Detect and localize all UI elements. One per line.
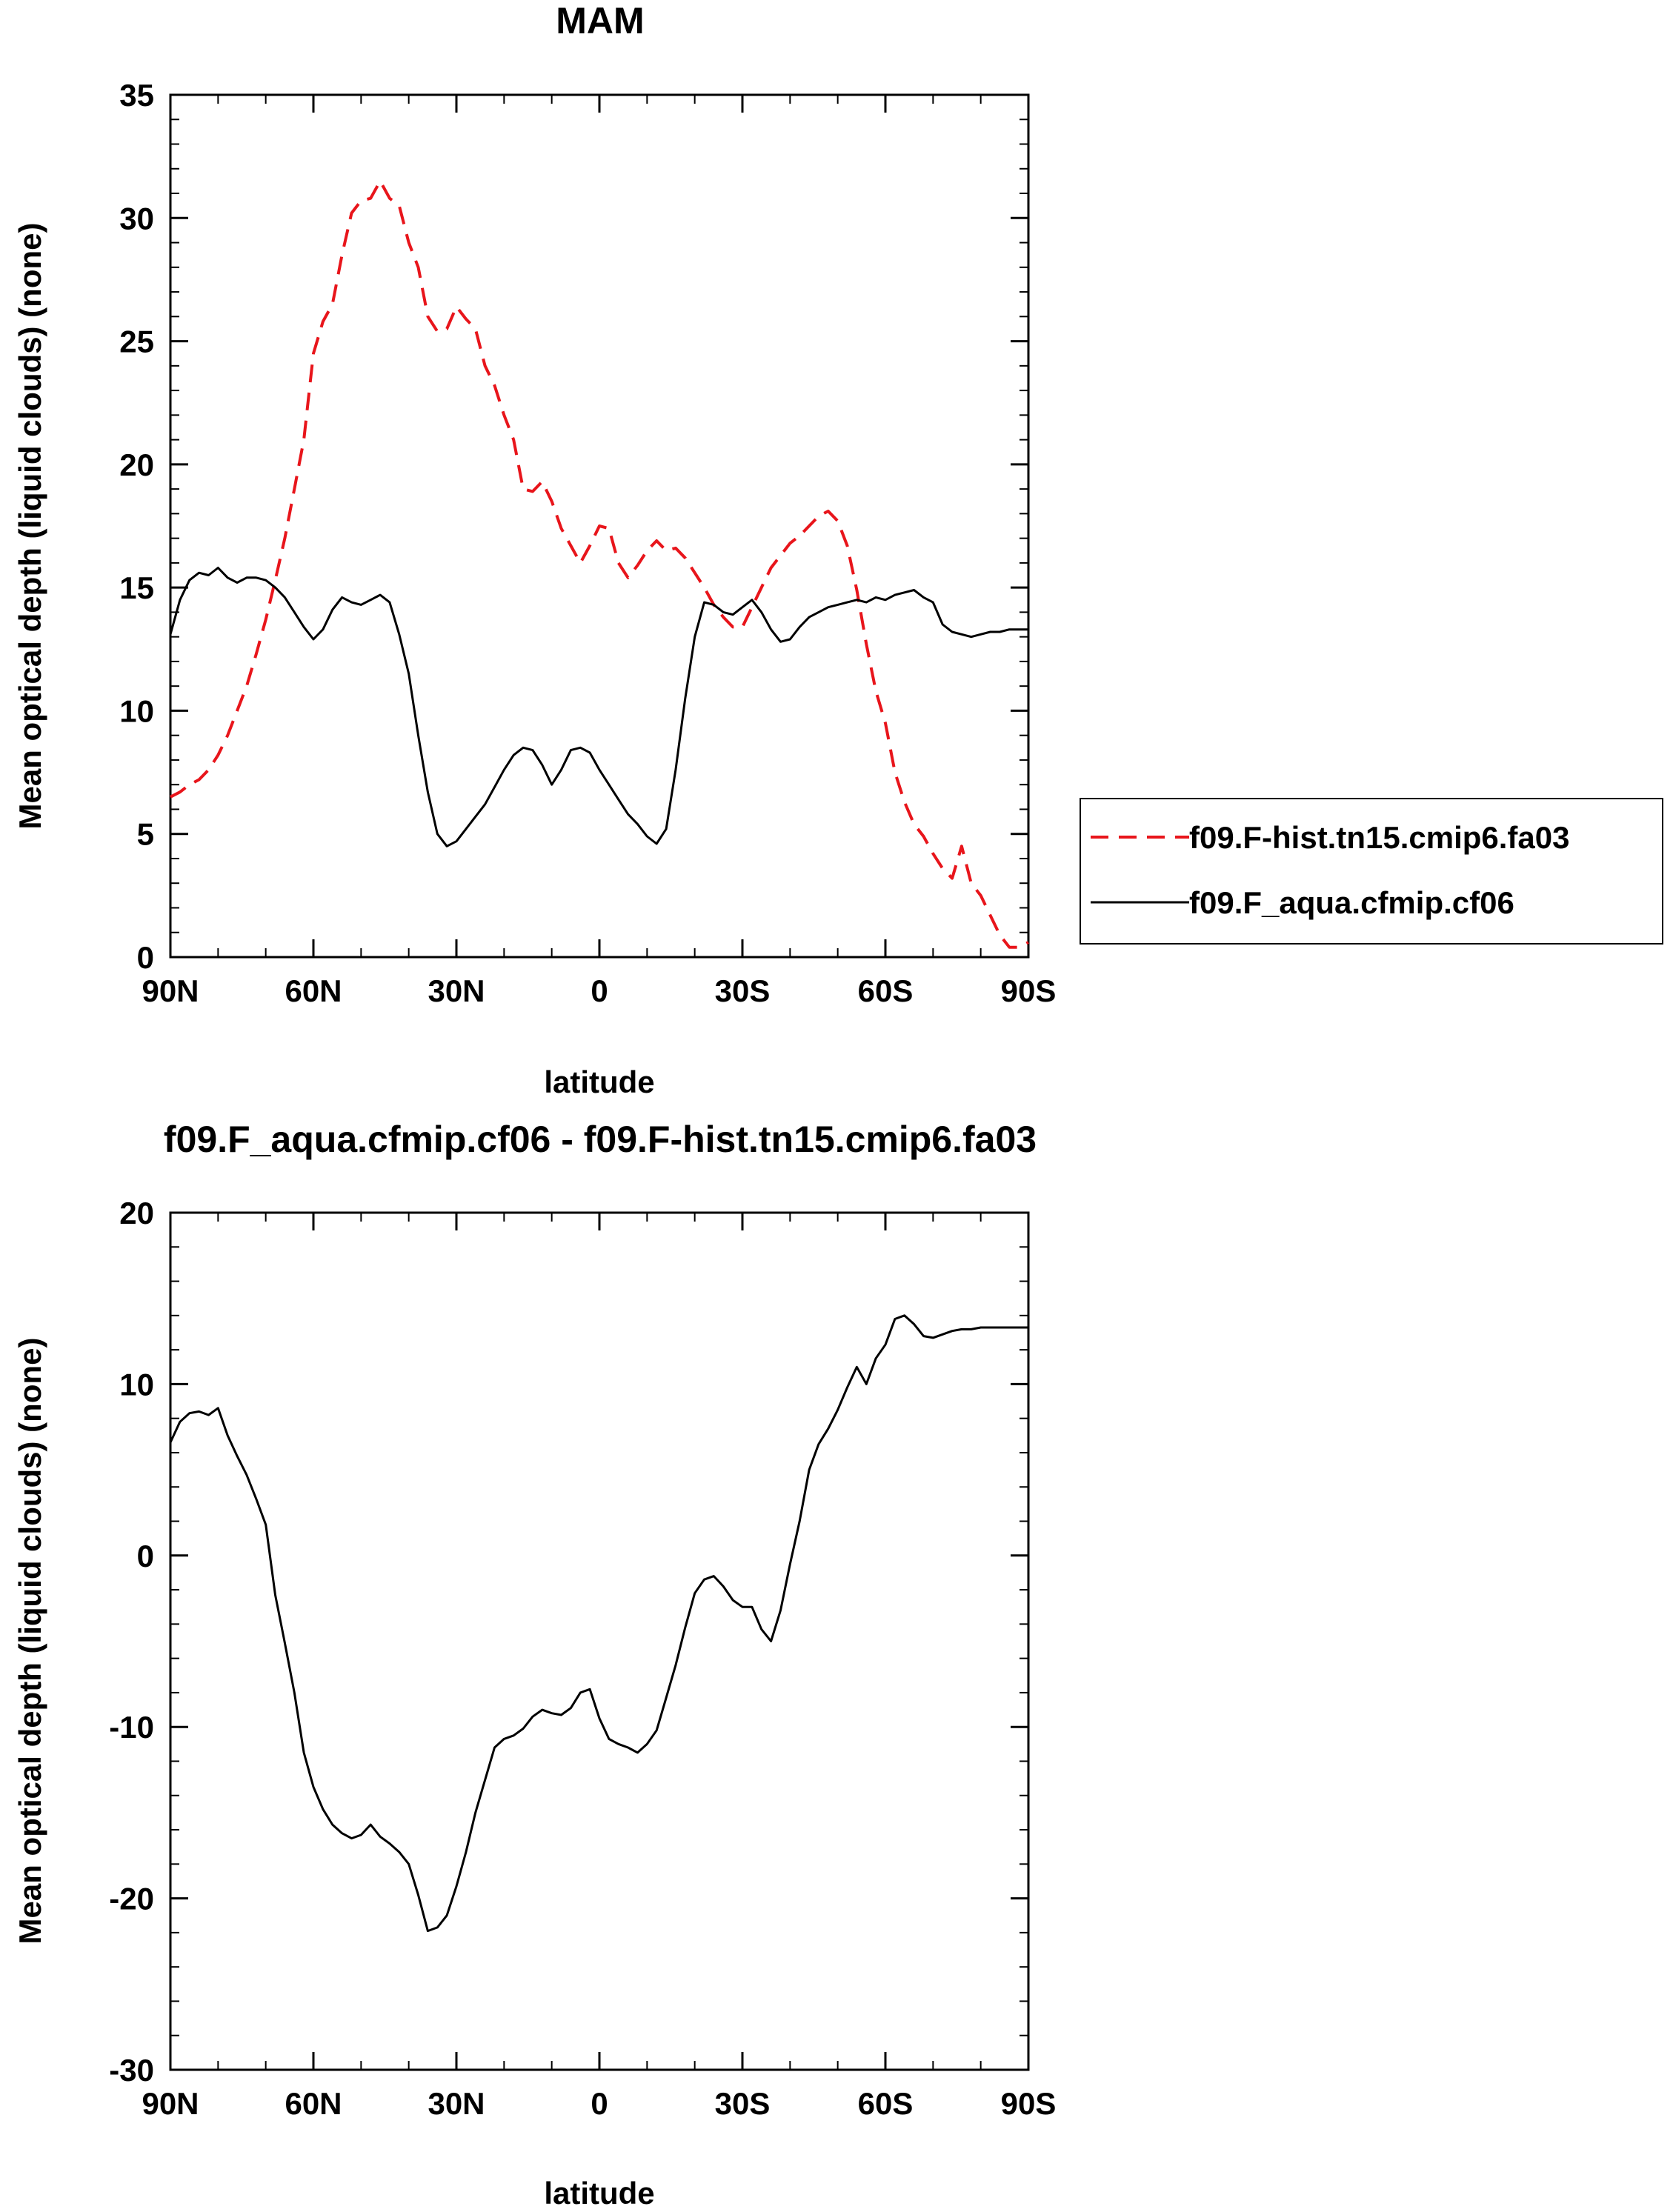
series-group-diff (169, 1314, 1028, 1933)
x-axis-label: latitude (544, 1065, 654, 1099)
axis-ticks: 90N 60N 30N 0 30S 60S 90S 0 5 10 15 20 25 30 35 (119, 78, 1056, 1008)
y-tick-label: -20 (109, 1882, 154, 1916)
x-tick-label: 0 (591, 973, 608, 1008)
x-axis-label-diff: latitude (544, 2176, 654, 2211)
chart-top: MAM 90N 60N 30N 0 30S 60S 90S 0 5 10 15 20 25 30 35 la… (13, 0, 1056, 1099)
chart-bottom: f09.F_aqua.cfmip.cf06 - f09.F-hist.tn15.… (13, 1119, 1056, 2211)
x-tick-label: 90N (142, 2086, 199, 2121)
y-axis-label-diff: Mean optical depth (liquid clouds) (none… (13, 1338, 47, 1945)
x-tick-label: 90N (142, 973, 199, 1008)
legend-box (1080, 798, 1663, 945)
x-tick-label: 60S (858, 2086, 914, 2121)
x-tick-label: 30N (428, 973, 485, 1008)
y-tick-label: 10 (119, 1367, 154, 1402)
y-tick-label: 20 (119, 1196, 154, 1230)
x-tick-label: 60S (858, 973, 914, 1008)
x-tick-label: 30N (428, 2086, 485, 2121)
x-tick-label: 60N (285, 2086, 342, 2121)
y-axis-label: Mean optical depth (liquid clouds) (none… (13, 223, 47, 830)
y-tick-label: 35 (119, 78, 154, 113)
y-tick-label: 5 (137, 817, 154, 852)
x-tick-label: 90S (1001, 973, 1057, 1008)
x-tick-label: 0 (591, 2086, 608, 2121)
axis-ticks-diff: 90N 60N 30N 0 30S 60S 90S -30 -20 -10 0 10 20 (109, 1196, 1056, 2121)
y-tick-label: -10 (109, 1710, 154, 1745)
series-line-difference (169, 1314, 1028, 1933)
plot-frame-diff (169, 1211, 1030, 2071)
y-tick-label: 15 (119, 570, 154, 605)
y-tick-label: 30 (119, 201, 154, 236)
y-tick-label: 10 (119, 693, 154, 728)
chart-title-diff: f09.F_aqua.cfmip.cf06 - f09.F-hist.tn15.… (164, 1119, 1037, 1160)
series-group (169, 179, 1029, 949)
legend-label-aqua: f09.F_aqua.cfmip.cf06 (1189, 885, 1514, 920)
x-tick-label: 90S (1001, 2086, 1057, 2121)
y-tick-label: 25 (119, 324, 154, 359)
x-tick-label: 60N (285, 973, 342, 1008)
chart-title: MAM (556, 0, 644, 41)
y-tick-label: 20 (119, 447, 154, 482)
legend: f09.F-hist.tn15.cmip6.fa03 f09.F_aqua.cf… (1080, 798, 1663, 945)
legend-label-hist: f09.F-hist.tn15.cmip6.fa03 (1189, 820, 1570, 855)
series-line-aqua (169, 567, 1028, 847)
y-tick-label: 0 (137, 940, 154, 975)
x-tick-label: 30S (715, 2086, 771, 2121)
y-tick-label: 0 (137, 1539, 154, 1573)
series-line-hist (170, 179, 1029, 949)
y-tick-label: -30 (109, 2053, 154, 2088)
x-tick-label: 30S (715, 973, 771, 1008)
